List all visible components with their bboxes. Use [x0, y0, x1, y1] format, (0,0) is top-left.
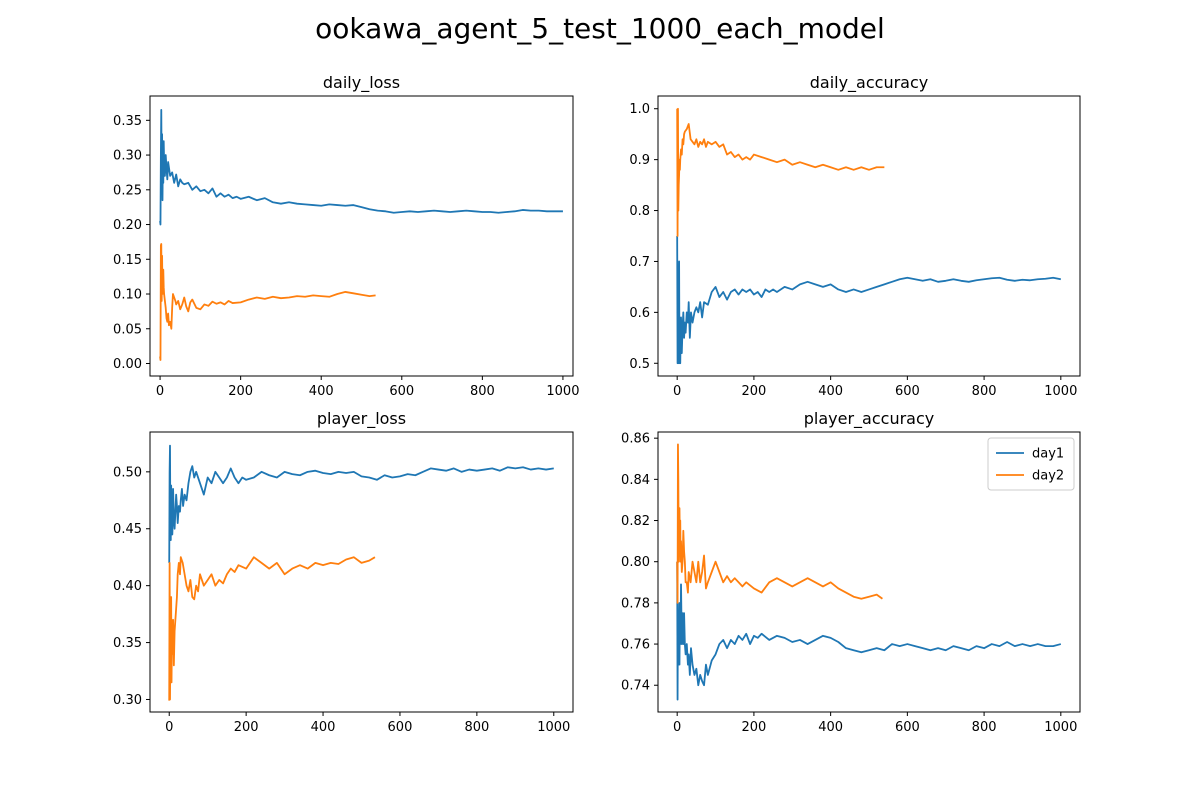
- y-tick-label: 0.8: [629, 204, 650, 219]
- figure-title: ookawa_agent_5_test_1000_each_model: [315, 12, 885, 45]
- axes-title: daily_loss: [323, 73, 400, 93]
- y-tick-label: 0.5: [629, 357, 650, 372]
- legend-label-day1: day1: [1032, 447, 1064, 462]
- axes-player-loss: player_loss 0 200 400 600 800 1000 0.30 0.35 0.40…: [113, 409, 574, 735]
- series-line-day2: [676, 107, 885, 237]
- y-tick-label: 1.0: [629, 102, 650, 117]
- x-tick-label: 200: [228, 384, 253, 399]
- y-tick-label: 0.80: [621, 555, 650, 570]
- y-tick-label: 0.00: [113, 357, 142, 372]
- y-tick-label: 0.45: [113, 522, 142, 537]
- x-tick-label: 0: [673, 384, 681, 399]
- series-line-day2: [676, 443, 883, 604]
- y-tick-label: 0.7: [629, 255, 650, 270]
- x-tick-label: 400: [311, 720, 336, 735]
- axes-daily-accuracy: daily_accuracy 0 200 400 600 800 1000 0.5 0.6 0.7…: [629, 73, 1081, 399]
- x-tick-label: 1000: [1044, 384, 1077, 399]
- x-tick-label: 400: [818, 384, 843, 399]
- x-tick-label: 600: [895, 384, 920, 399]
- x-tick-label: 200: [741, 720, 766, 735]
- y-tick-label: 0.30: [113, 693, 142, 708]
- x-tick-label: 400: [309, 384, 334, 399]
- y-tick-label: 0.20: [113, 218, 142, 233]
- y-tick-label: 0.05: [113, 322, 142, 337]
- y-tick-label: 0.35: [113, 636, 142, 651]
- x-tick-label: 0: [165, 720, 173, 735]
- x-tick-label: 800: [972, 384, 997, 399]
- y-tick-label: 0.6: [629, 306, 650, 321]
- axes-frame: [657, 431, 1081, 713]
- legend: day1 day2: [987, 437, 1075, 491]
- x-tick-label: 800: [972, 720, 997, 735]
- axes-title: daily_accuracy: [810, 73, 929, 93]
- y-tick-label: 0.86: [621, 432, 650, 447]
- x-tick-label: 1000: [537, 720, 570, 735]
- x-tick-label: 400: [818, 720, 843, 735]
- x-tick-label: 600: [389, 384, 414, 399]
- series-line-day1: [159, 109, 563, 226]
- series-line-day1: [676, 561, 1062, 701]
- y-tick-label: 0.10: [113, 288, 142, 303]
- y-tick-label: 0.25: [113, 183, 142, 198]
- y-tick-label: 0.50: [113, 465, 142, 480]
- legend-box: [987, 437, 1075, 491]
- y-tick-label: 0.35: [113, 114, 142, 129]
- series-line-day2: [168, 556, 376, 701]
- y-tick-label: 0.15: [113, 253, 142, 268]
- y-tick-label: 0.74: [621, 679, 650, 694]
- axes-title: player_accuracy: [804, 409, 934, 429]
- x-tick-label: 200: [234, 720, 259, 735]
- x-tick-label: 1000: [546, 384, 579, 399]
- series-line-day2: [159, 243, 376, 361]
- axes-title: player_loss: [317, 409, 406, 429]
- x-tick-label: 1000: [1044, 720, 1077, 735]
- y-tick-label: 0.84: [621, 473, 650, 488]
- y-tick-label: 0.78: [621, 596, 650, 611]
- x-tick-label: 800: [470, 384, 495, 399]
- legend-label-day2: day2: [1032, 469, 1064, 484]
- x-tick-label: 0: [673, 720, 681, 735]
- x-tick-label: 200: [741, 384, 766, 399]
- axes-player-accuracy: player_accuracy 0 200 400 600 800 1000 0.74 0.76…: [621, 409, 1081, 735]
- y-tick-label: 0.40: [113, 579, 142, 594]
- axes-frame: [149, 431, 574, 713]
- y-tick-label: 0.82: [621, 514, 650, 529]
- x-tick-label: 600: [388, 720, 413, 735]
- series-line-day1: [168, 444, 554, 563]
- axes-frame: [149, 95, 574, 377]
- x-tick-label: 600: [895, 720, 920, 735]
- y-tick-label: 0.9: [629, 153, 650, 168]
- y-tick-label: 0.30: [113, 149, 142, 164]
- y-tick-label: 0.76: [621, 638, 650, 653]
- x-tick-label: 800: [464, 720, 489, 735]
- series-line-day1: [676, 235, 1061, 365]
- x-tick-label: 0: [156, 384, 164, 399]
- axes-daily-loss: daily_loss 0 200 400 600 800 1000 0.00 0.05 0.10 0…: [113, 73, 579, 399]
- axes-frame: [657, 95, 1081, 377]
